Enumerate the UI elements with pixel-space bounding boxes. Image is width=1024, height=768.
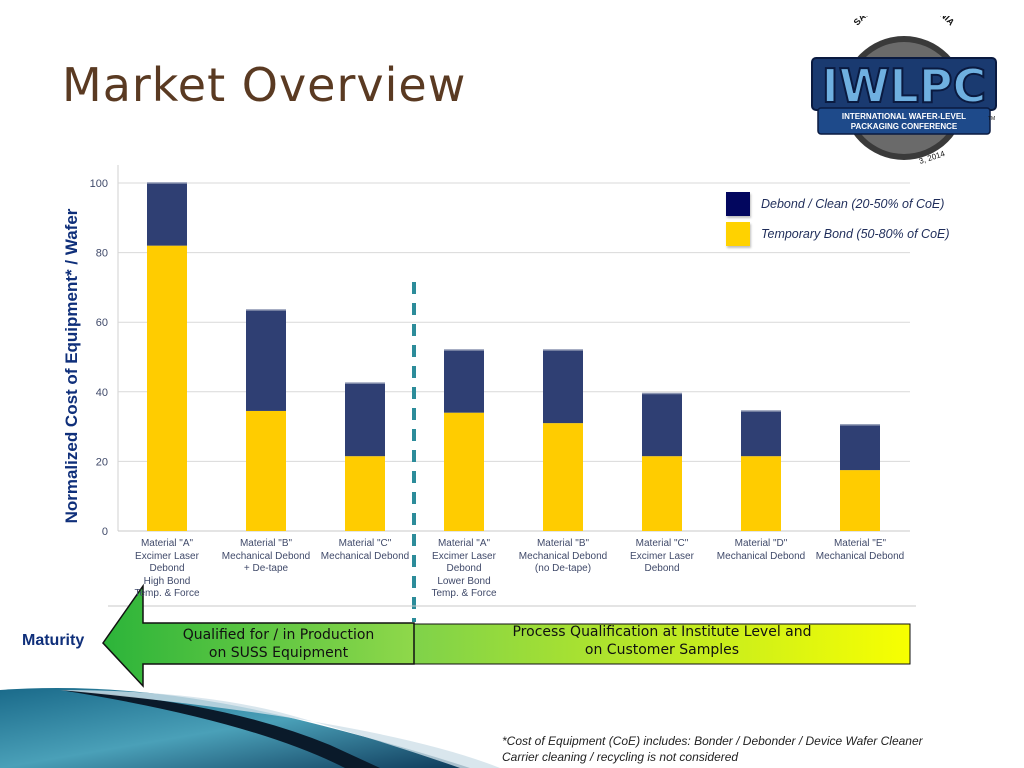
x-category-label-line: Excimer Laser bbox=[630, 550, 694, 562]
x-category-label-line: Material "E" bbox=[833, 538, 887, 549]
bar-segment-temp-bond bbox=[840, 470, 880, 531]
x-category-label-line: + De-tape bbox=[243, 563, 289, 575]
bar-segment-temp-bond bbox=[642, 456, 682, 531]
x-category-label-line: Material "A" bbox=[140, 538, 194, 549]
slide-title: Market Overview bbox=[62, 58, 467, 112]
x-category-label-line: Debond bbox=[149, 563, 185, 575]
x-category-label-line: Material "B" bbox=[239, 538, 293, 549]
x-category-label: Material "C" Excimer Laser Debond bbox=[611, 538, 713, 576]
x-category-label-line: Temp. & Force bbox=[134, 588, 200, 600]
y-tick-label: 100 bbox=[90, 178, 108, 190]
x-category-label-line: Mechanical Debond bbox=[716, 550, 806, 562]
bar-segment-debond bbox=[444, 350, 484, 413]
bar-segment-debond bbox=[741, 410, 781, 457]
bar-segment-debond bbox=[246, 310, 286, 411]
legend-label-temp-bond: Temporary Bond (50-80% of CoE) bbox=[761, 227, 950, 241]
logo-main-text: IWLPC bbox=[822, 59, 987, 113]
y-tick-label: 60 bbox=[96, 317, 108, 329]
logo-tm: TM bbox=[988, 116, 995, 122]
x-category-label-line: Lower Bond bbox=[437, 575, 491, 587]
x-category-label-line: Excimer Laser bbox=[135, 550, 199, 562]
bar-segment-temp-bond bbox=[246, 410, 286, 531]
x-category-label-line: Material "B" bbox=[536, 538, 590, 549]
footnote: *Cost of Equipment (CoE) includes: Bonde… bbox=[502, 733, 923, 765]
decorative-swoosh-light bbox=[60, 690, 500, 768]
y-tick-label: 20 bbox=[96, 456, 108, 468]
logo-banner-line1: INTERNATIONAL WAFER-LEVEL bbox=[842, 112, 966, 121]
bar-segment-temp-bond bbox=[444, 412, 484, 531]
x-category-label-line: Excimer Laser bbox=[432, 550, 496, 562]
x-category-label-line: Temp. & Force bbox=[431, 588, 497, 600]
bar-segment-debond bbox=[345, 383, 385, 457]
stage-production-line1: Qualified for / in Production bbox=[182, 627, 375, 643]
legend-item-temp-bond: Temporary Bond (50-80% of CoE) bbox=[726, 220, 950, 248]
x-category-label-line: Material "D" bbox=[734, 538, 788, 549]
x-category-label: Material "D" Mechanical Debond bbox=[710, 538, 812, 563]
x-category-label: Material "C" Mechanical Debond bbox=[314, 538, 416, 563]
footnote-line2: Carrier cleaning / recycling is not cons… bbox=[502, 750, 739, 764]
x-category-label: Material "B" Mechanical Debond + De-tape bbox=[215, 538, 317, 576]
x-category-label: Material "A" Excimer Laser Debond High Bond… bbox=[116, 538, 218, 601]
legend-item-debond: Debond / Clean (20-50% of CoE) bbox=[726, 190, 950, 218]
y-tick-label: 0 bbox=[102, 526, 108, 538]
x-category-label-line: Debond bbox=[644, 563, 680, 575]
chart-bars bbox=[147, 182, 880, 531]
y-tick-label: 80 bbox=[96, 248, 108, 260]
x-category-label-line: (no De-tape) bbox=[534, 563, 592, 575]
decorative-swoosh bbox=[0, 688, 470, 768]
x-category-label: Material "E" Mechanical Debond bbox=[809, 538, 911, 563]
stage-qualification-line1: Process Qualification at Institute Level… bbox=[512, 624, 812, 640]
qualification-bar bbox=[413, 623, 911, 665]
x-category-label-line: Material "C" bbox=[635, 538, 689, 549]
x-category-label-line: High Bond bbox=[143, 575, 191, 587]
bar-segment-debond bbox=[543, 350, 583, 424]
stage-qualification-line2: on Customer Samples bbox=[584, 642, 740, 658]
chart-legend: Debond / Clean (20-50% of CoE) Temporary… bbox=[726, 190, 950, 250]
x-category-label-line: Mechanical Debond bbox=[221, 550, 311, 562]
y-axis-label: Normalized Cost of Equipment* / Wafer bbox=[62, 208, 81, 524]
bar-segment-debond bbox=[147, 183, 187, 246]
x-category-label: Material "B" Mechanical Debond (no De-tape… bbox=[512, 538, 614, 576]
stage-production: Qualified for / in Production on SUSS Eq… bbox=[143, 624, 414, 664]
x-category-label: Material "A" Excimer Laser Debond Lower Bon… bbox=[413, 538, 515, 601]
legend-swatch-debond bbox=[726, 192, 750, 216]
bar-segment-temp-bond bbox=[543, 423, 583, 531]
iwlpc-logo: SAN JOSE, CALIFORNIA IWLPC INTERNATIONAL… bbox=[811, 16, 997, 166]
stage-production-line2: on SUSS Equipment bbox=[208, 645, 349, 661]
y-tick-label: 40 bbox=[96, 387, 108, 399]
legend-swatch-temp-bond bbox=[726, 222, 750, 246]
bar-segment-temp-bond bbox=[741, 456, 781, 531]
x-category-label-line: Mechanical Debond bbox=[815, 550, 905, 562]
x-category-label-line: Mechanical Debond bbox=[320, 550, 410, 562]
bar-segment-temp-bond bbox=[345, 456, 385, 531]
footnote-line1: *Cost of Equipment (CoE) includes: Bonde… bbox=[502, 734, 923, 748]
stage-qualification: Process Qualification at Institute Level… bbox=[414, 621, 910, 661]
legend-label-debond: Debond / Clean (20-50% of CoE) bbox=[761, 197, 945, 211]
maturity-label: Maturity bbox=[22, 632, 85, 649]
x-category-label-line: Debond bbox=[446, 563, 482, 575]
bar-segment-debond bbox=[642, 393, 682, 457]
logo-banner bbox=[817, 107, 991, 135]
x-category-label-line: Mechanical Debond bbox=[518, 550, 608, 562]
decorative-swoosh-dark bbox=[60, 690, 380, 768]
bar-segment-debond bbox=[840, 424, 880, 471]
logo-banner-line2: PACKAGING CONFERENCE bbox=[851, 122, 958, 131]
x-category-label-line: Material "A" bbox=[437, 538, 491, 549]
y-tick-labels: 0 20 40 60 80 100 bbox=[90, 178, 108, 538]
x-category-label-line: Material "C" bbox=[338, 538, 392, 549]
maturity-arrow bbox=[102, 583, 415, 688]
bar-segment-temp-bond bbox=[147, 245, 187, 531]
